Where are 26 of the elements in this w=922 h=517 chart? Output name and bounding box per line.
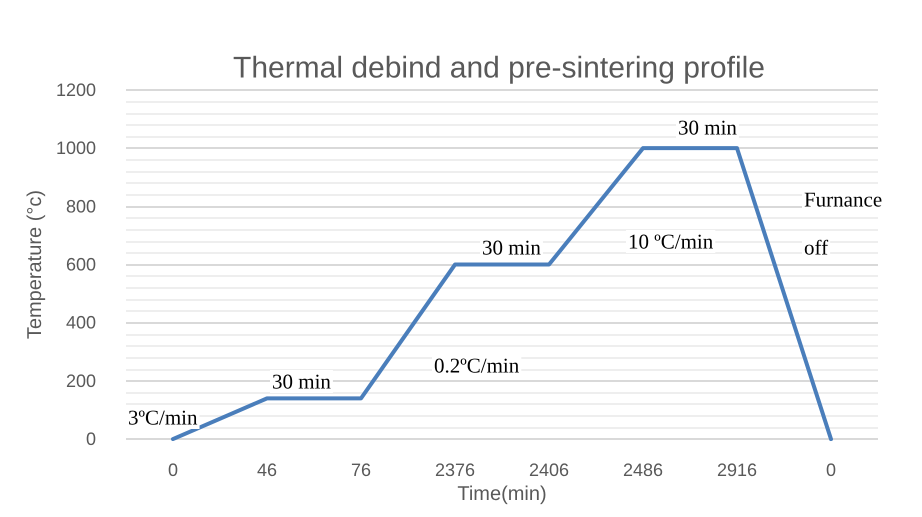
annotation: 30 min [482,236,542,260]
annotation: Furnance [804,188,882,212]
x-tick-label: 0 [826,460,836,480]
x-tick-label: 2376 [434,460,476,480]
annotation: 10 ºC/min [628,230,714,254]
y-tick-label: 1200 [56,80,96,100]
y-tick-label: 1000 [56,138,96,158]
annotation: 0.2ºC/min [434,354,520,378]
y-tick-label: 200 [66,370,96,391]
annotation: 30 min [272,370,332,394]
x-tick-label: 2406 [528,460,570,480]
x-tick-label: 2916 [716,460,758,480]
x-tick-label: 76 [350,460,372,480]
annotation: 30 min [678,116,738,140]
y-tick-label: 0 [86,429,96,450]
annotation: 3ºC/min [128,406,198,430]
annotation: off [804,236,828,260]
y-axis-title: Temperature (°c) [24,190,46,340]
chart-title: Thermal debind and pre-sintering profile [233,52,765,84]
x-tick-label: 0 [168,460,178,480]
x-axis-title: Time(min) [457,483,547,505]
x-tick-label: 2486 [622,460,664,480]
y-tick-label: 600 [66,254,96,275]
x-tick-label: 46 [256,460,278,480]
y-tick-label: 400 [66,312,96,333]
y-tick-label: 800 [66,196,96,216]
